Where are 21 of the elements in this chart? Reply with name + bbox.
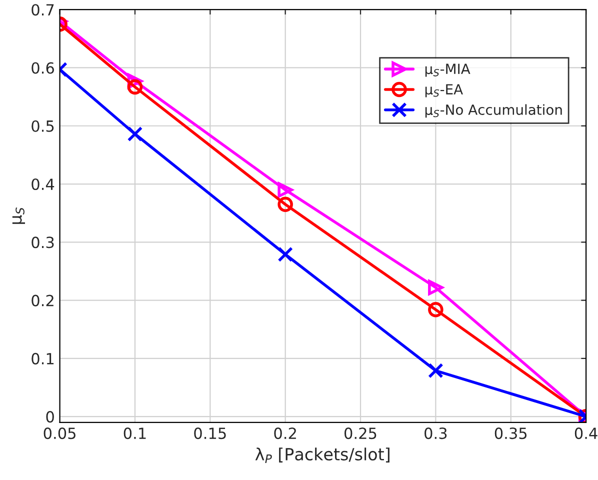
legend-label: μ$_{S}$-No Accumulation <box>425 104 562 118</box>
y-tick-label: 0 <box>46 411 54 423</box>
y-tick-label: 0.5 <box>32 120 54 132</box>
legend-label: μ$_{S}$-EA <box>425 84 463 98</box>
y-tick-label: 0.7 <box>32 4 54 16</box>
x-tick-label: 0.15 <box>194 428 226 440</box>
legend-label: μ$_{S}$-MIA <box>425 64 470 77</box>
y-axis-title: μ$_{S}$ <box>12 208 25 224</box>
y-tick-label: 0.1 <box>32 352 54 364</box>
y-tick-label: 0.2 <box>32 294 54 306</box>
x-tick-label: 0.1 <box>124 428 146 440</box>
x-tick-label: 0.35 <box>494 428 527 440</box>
x-tick-label: 0.3 <box>424 428 447 440</box>
x-tick-label: 0.25 <box>344 428 376 440</box>
y-tick-label: 0.3 <box>32 236 54 248</box>
x-tick-label: 0.2 <box>274 428 296 440</box>
x-tick-label: 0.05 <box>44 428 76 440</box>
y-tick-label: 0.6 <box>32 62 54 74</box>
x-tick-label: 0.4 <box>574 428 598 440</box>
x-axis-title: λ$_{P}$ [Packets/slot] <box>255 448 390 463</box>
y-tick-label: 0.4 <box>32 178 54 190</box>
